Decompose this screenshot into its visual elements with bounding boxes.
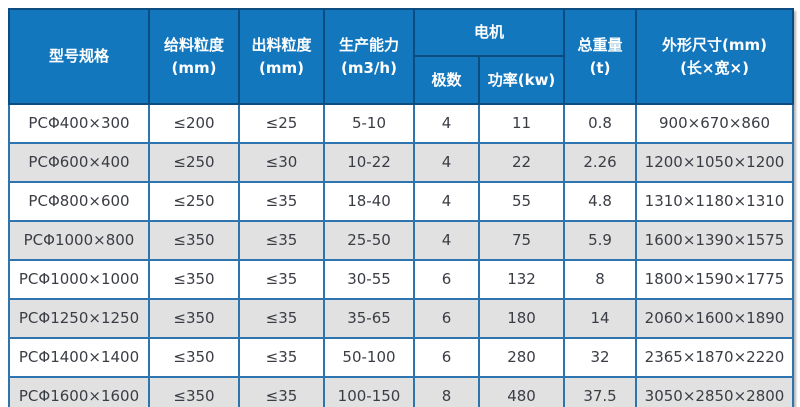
table-header: 型号规格 给料粒度 (mm) 出料粒度 (mm) 生产能力 (m3/h) 电机 … (8, 8, 795, 105)
col-header-feed-size: 给料粒度 (mm) (148, 8, 240, 105)
cell-out: ≤35 (238, 298, 325, 339)
cell-capacity: 35-65 (323, 298, 415, 339)
cell-feed: ≤350 (148, 337, 240, 378)
cell-poles: 4 (413, 103, 480, 144)
table-row: PCΦ600×400 ≤250 ≤30 10-22 4 22 2.26 1200×1050×1… (8, 142, 795, 183)
header-row-top: 型号规格 给料粒度 (mm) 出料粒度 (mm) 生产能力 (m3/h) 电机 … (8, 8, 795, 105)
cell-power: 11 (477, 103, 566, 144)
cell-model: PCΦ1000×800 (8, 220, 150, 261)
cell-feed: ≤350 (148, 259, 240, 300)
col-header-output-size: 出料粒度 (mm) (238, 8, 325, 105)
cell-poles: 4 (413, 181, 480, 222)
cell-power: 480 (477, 376, 566, 407)
table-row: PCΦ400×300 ≤200 ≤25 5-10 4 11 0.8 900×670×860 (8, 103, 795, 144)
crusher-spec-table: 型号规格 给料粒度 (mm) 出料粒度 (mm) 生产能力 (m3/h) 电机 … (8, 8, 795, 407)
cell-model: PCΦ600×400 (8, 142, 150, 183)
cell-weight: 32 (563, 337, 638, 378)
col-header-model: 型号规格 (8, 8, 150, 105)
cell-model: PCΦ1600×1600 (8, 376, 150, 407)
table-row: PCΦ800×600 ≤250 ≤35 18-40 4 55 4.8 1310×1180×13… (8, 181, 795, 222)
cell-model: PCΦ1400×1400 (8, 337, 150, 378)
cell-poles: 4 (413, 220, 480, 261)
cell-dims: 1310×1180×1310 (635, 181, 795, 222)
cell-feed: ≤250 (148, 142, 240, 183)
cell-weight: 5.9 (563, 220, 638, 261)
cell-weight: 14 (563, 298, 638, 339)
cell-weight: 8 (563, 259, 638, 300)
cell-poles: 8 (413, 376, 480, 407)
cell-power: 55 (477, 181, 566, 222)
col-header-total-weight: 总重量 (t) (563, 8, 638, 105)
col-header-motor-power: 功率(kw) (477, 55, 566, 105)
cell-feed: ≤250 (148, 181, 240, 222)
cell-dims: 900×670×860 (635, 103, 795, 144)
cell-capacity: 10-22 (323, 142, 415, 183)
cell-dims: 3050×2850×2800 (635, 376, 795, 407)
cell-weight: 2.26 (563, 142, 638, 183)
cell-capacity: 25-50 (323, 220, 415, 261)
cell-out: ≤25 (238, 103, 325, 144)
cell-out: ≤35 (238, 181, 325, 222)
cell-out: ≤35 (238, 220, 325, 261)
cell-out: ≤35 (238, 376, 325, 407)
header-row-sub: 极数 功率(kw) (9, 55, 793, 105)
table-row: PCΦ1600×1600 ≤350 ≤35 100-150 8 480 37.5 3050×2… (8, 376, 795, 407)
cell-capacity: 5-10 (323, 103, 415, 144)
cell-model: PCΦ1250×1250 (8, 298, 150, 339)
cell-dims: 1800×1590×1775 (635, 259, 795, 300)
cell-model: PCΦ400×300 (8, 103, 150, 144)
cell-dims: 2060×1600×1890 (635, 298, 795, 339)
cell-model: PCΦ1000×1000 (8, 259, 150, 300)
cell-poles: 6 (413, 259, 480, 300)
table-row: PCΦ1000×1000 ≤350 ≤35 30-55 6 132 8 1800×1590×1… (8, 259, 795, 300)
col-header-motor-group: 电机 (412, 8, 566, 57)
cell-power: 132 (477, 259, 566, 300)
cell-out: ≤30 (238, 142, 325, 183)
cell-weight: 4.8 (563, 181, 638, 222)
cell-capacity: 50-100 (323, 337, 415, 378)
cell-weight: 37.5 (563, 376, 638, 407)
table-row: PCΦ1250×1250 ≤350 ≤35 35-65 6 180 14 2060×1600×… (8, 298, 795, 339)
cell-capacity: 30-55 (323, 259, 415, 300)
cell-capacity: 100-150 (323, 376, 415, 407)
table-row: PCΦ1000×800 ≤350 ≤35 25-50 4 75 5.9 1600×1390×1… (8, 220, 795, 261)
cell-power: 75 (477, 220, 566, 261)
cell-power: 22 (477, 142, 566, 183)
cell-out: ≤35 (238, 337, 325, 378)
cell-out: ≤35 (238, 259, 325, 300)
cell-dims: 2365×1870×2220 (635, 337, 795, 378)
table-row: PCΦ1400×1400 ≤350 ≤35 50-100 6 280 32 2365×1870… (8, 337, 795, 378)
col-header-dimensions: 外形尺寸(mm) (长×宽×) (635, 8, 795, 105)
cell-feed: ≤200 (148, 103, 240, 144)
cell-capacity: 18-40 (323, 181, 415, 222)
cell-weight: 0.8 (563, 103, 638, 144)
cell-feed: ≤350 (148, 298, 240, 339)
cell-power: 280 (477, 337, 566, 378)
table-body: PCΦ400×300 ≤200 ≤25 5-10 4 11 0.8 900×670×860 PC… (8, 103, 795, 407)
cell-power: 180 (477, 298, 566, 339)
col-header-motor-poles: 极数 (413, 55, 480, 105)
cell-model: PCΦ800×600 (8, 181, 150, 222)
cell-feed: ≤350 (148, 376, 240, 407)
cell-poles: 6 (413, 337, 480, 378)
cell-feed: ≤350 (148, 220, 240, 261)
cell-dims: 1200×1050×1200 (635, 142, 795, 183)
cell-poles: 6 (413, 298, 480, 339)
col-header-capacity: 生产能力 (m3/h) (323, 8, 415, 105)
cell-dims: 1600×1390×1575 (635, 220, 795, 261)
cell-poles: 4 (413, 142, 480, 183)
